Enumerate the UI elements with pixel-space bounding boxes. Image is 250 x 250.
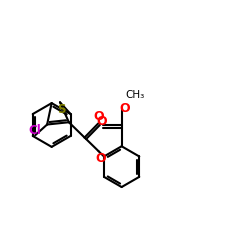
Text: O: O <box>96 152 106 165</box>
Text: Cl: Cl <box>29 124 42 137</box>
Text: CH₃: CH₃ <box>125 90 144 101</box>
Text: O: O <box>94 110 104 123</box>
Text: O: O <box>120 102 130 115</box>
Text: O: O <box>96 115 107 128</box>
Text: S: S <box>57 103 66 116</box>
